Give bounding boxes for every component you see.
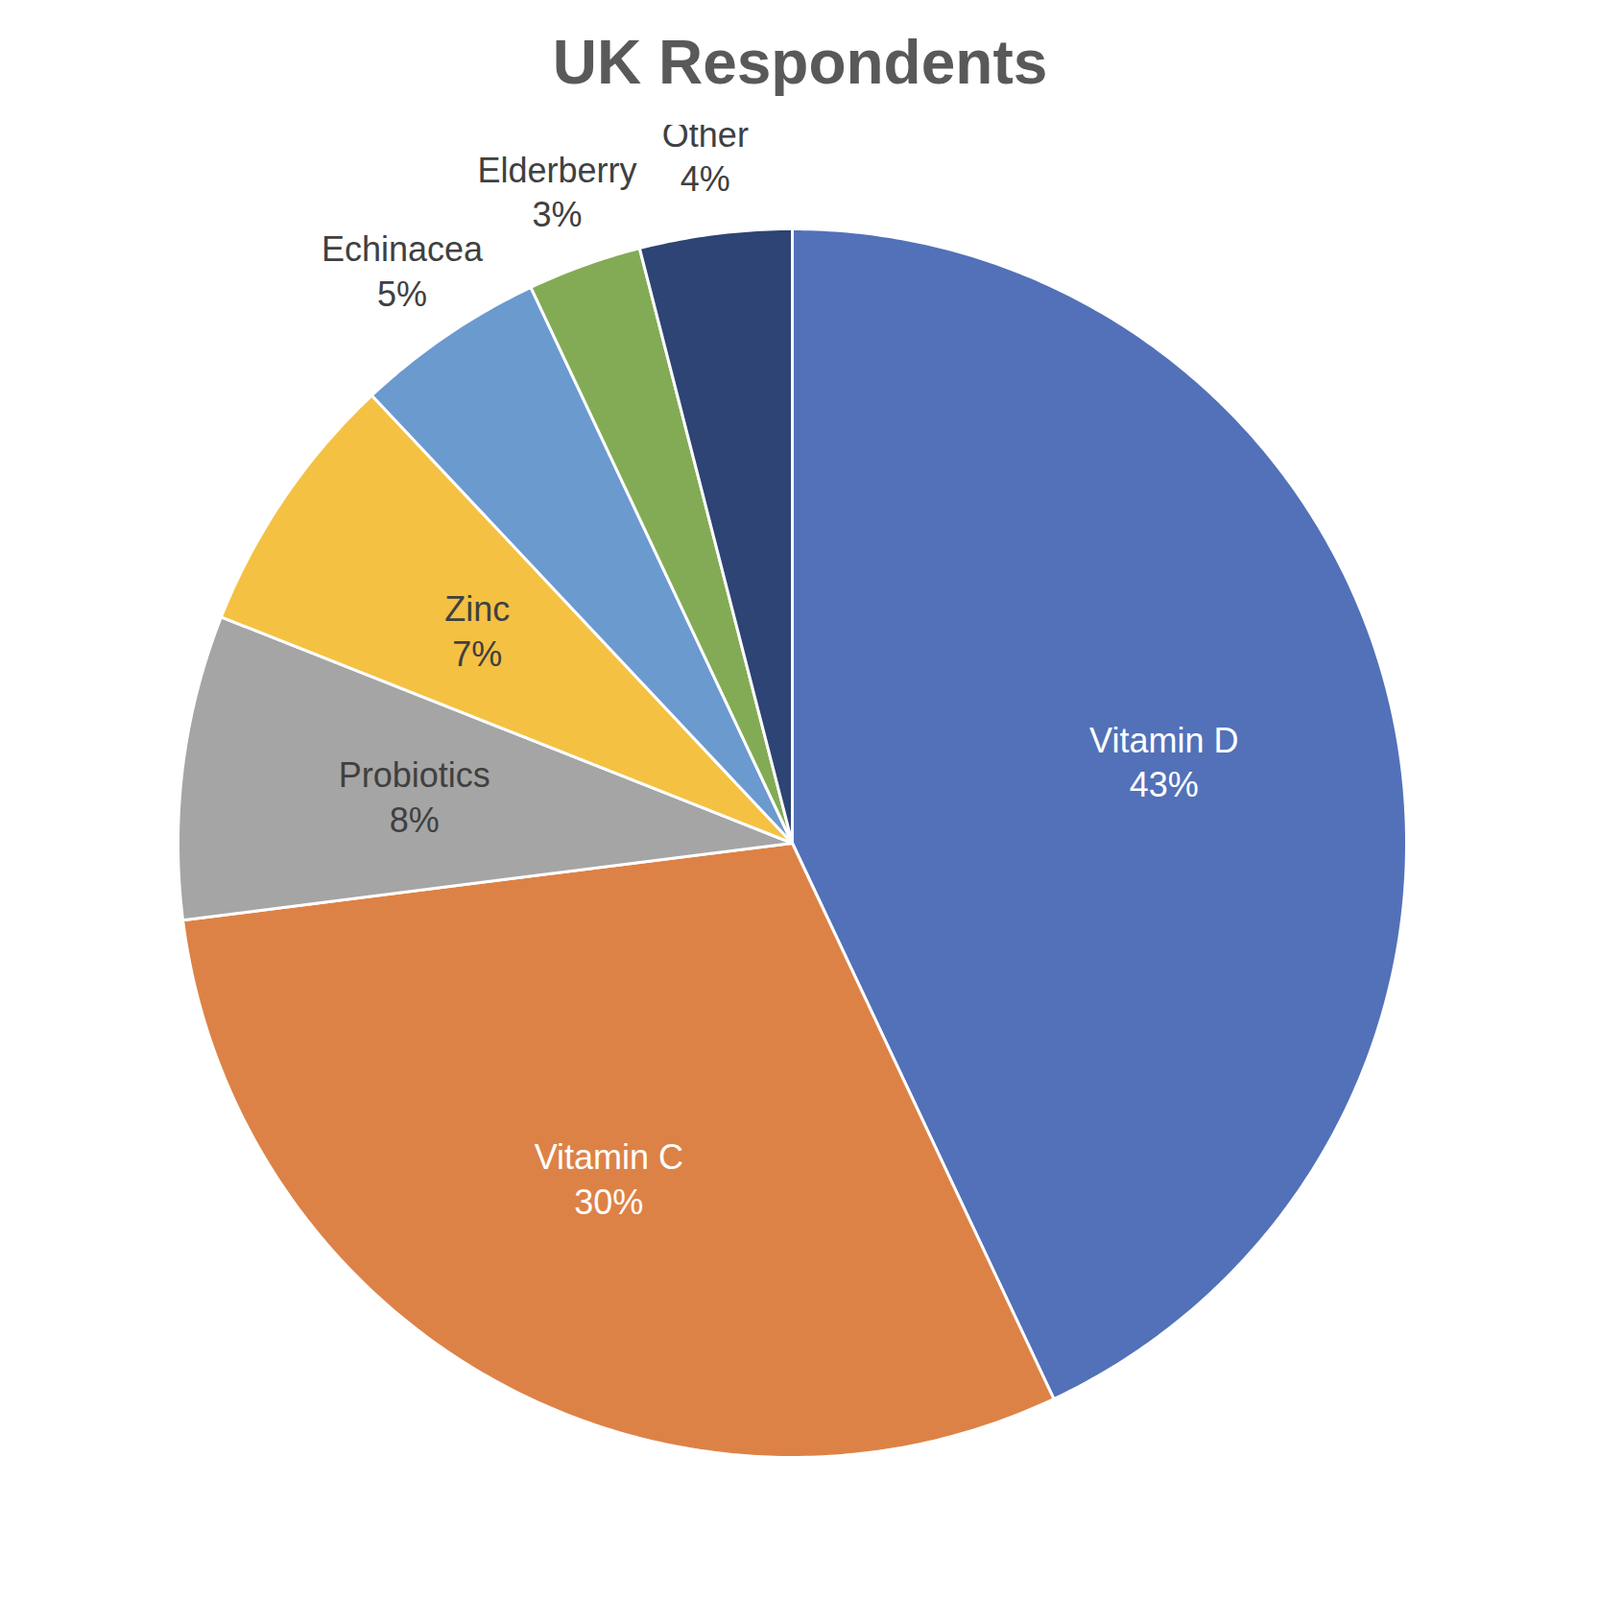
svg-text:Vitamin D43%: Vitamin D43% <box>1089 720 1239 806</box>
svg-text:Other4%: Other4% <box>662 124 749 199</box>
svg-text:Elderberry3%: Elderberry3% <box>477 150 637 236</box>
html-text:UK Respondents: UK Respondents <box>552 27 1048 97</box>
svg-text:Zinc7%: Zinc7% <box>444 589 510 674</box>
svg-text:Echinacea5%: Echinacea5% <box>321 229 484 314</box>
svg-text:Probiotics8%: Probiotics8% <box>338 755 491 840</box>
svg-text:Vitamin C30%: Vitamin C30% <box>534 1137 684 1222</box>
